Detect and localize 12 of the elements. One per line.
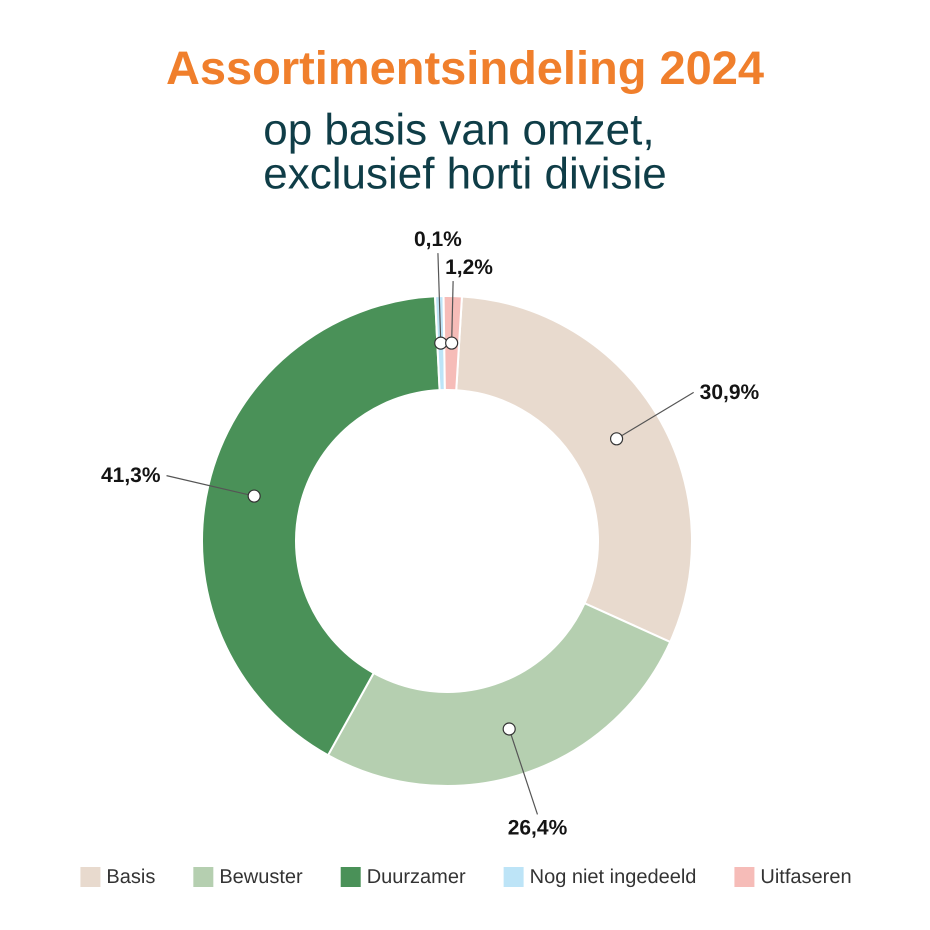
legend-label: Duurzamer [366, 866, 466, 888]
data-label: 26,4% [508, 816, 568, 840]
legend-label: Nog niet ingedeeld [530, 866, 696, 888]
chart-subtitle: op basis van omzet, exclusief horti divisie [263, 106, 667, 198]
legend-label: Uitfaseren [760, 866, 852, 888]
data-label: 0,1% [414, 228, 462, 252]
chart-title: Assortimentsindeling 2024 [166, 41, 764, 94]
data-label: 30,9% [700, 380, 760, 404]
data-label: 1,2% [445, 256, 494, 280]
legend-label: Basis [106, 866, 156, 888]
data-label: 41,3% [100, 464, 161, 488]
legend-label: Bewuster [219, 866, 304, 888]
